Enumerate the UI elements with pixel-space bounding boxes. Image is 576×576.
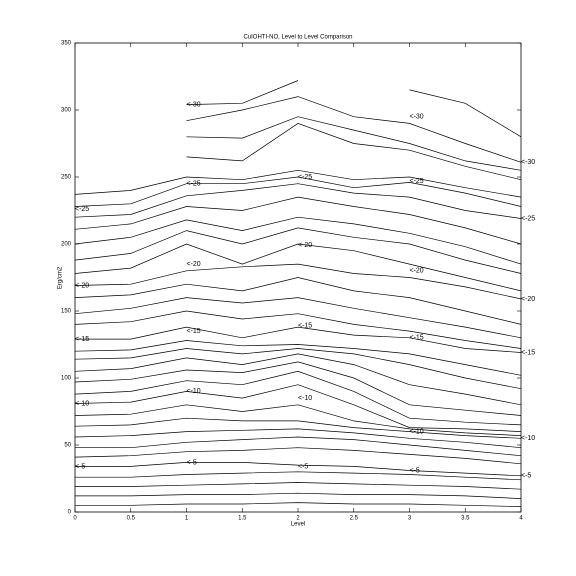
- line: [74, 428, 522, 449]
- line: [74, 216, 522, 265]
- x-tick-label: 4: [519, 516, 523, 522]
- y-tick-label: 350: [61, 41, 72, 47]
- line: [74, 384, 522, 432]
- line: [75, 492, 522, 499]
- annotation: <-5: [298, 463, 308, 470]
- annotation: <-15: [75, 336, 89, 343]
- annotation: <-15: [410, 335, 424, 342]
- annotation: <-10: [187, 388, 201, 395]
- line: [74, 227, 522, 274]
- y-axis-label: Erg/cm2: [58, 266, 64, 289]
- line: [186, 116, 522, 171]
- line: [186, 80, 299, 105]
- annotation: <-25: [75, 206, 89, 213]
- annotation: <-10: [521, 435, 535, 442]
- line: [74, 196, 522, 245]
- line: [75, 462, 522, 477]
- line: [74, 310, 522, 349]
- annotation: <-5: [521, 473, 531, 480]
- annotation: <-10: [410, 428, 424, 435]
- x-tick-label: 2: [296, 516, 300, 522]
- x-axis-label: Level: [291, 522, 305, 528]
- annotation: <-30: [521, 159, 535, 166]
- line: [74, 263, 522, 300]
- line: [74, 447, 522, 465]
- x-tick-label: 3.5: [461, 516, 470, 522]
- annotation: <-5: [187, 459, 197, 466]
- annotation: <-10: [75, 400, 89, 407]
- chart-title: CuIOHTI-NO, Level to Level Comparison: [243, 35, 352, 41]
- line: [74, 361, 522, 416]
- x-tick-label: 0: [73, 516, 77, 522]
- annotation: <-25: [521, 215, 535, 222]
- line: [186, 96, 522, 163]
- annotation: <-25: [410, 178, 424, 185]
- y-tick-label: 250: [61, 175, 72, 181]
- line: [74, 176, 522, 207]
- x-tick-label: 1.5: [238, 516, 247, 522]
- line: [75, 482, 522, 490]
- annotation: <-5: [75, 463, 85, 470]
- y-tick-label: 100: [61, 376, 72, 382]
- annotation: <-5: [410, 467, 420, 474]
- line: [74, 169, 522, 198]
- y-tick-label: 150: [61, 309, 72, 315]
- line: [75, 471, 522, 481]
- line: [74, 353, 522, 406]
- y-tick-label: 300: [61, 108, 72, 114]
- annotation: <-20: [410, 268, 424, 275]
- y-tick-label: 50: [64, 443, 71, 449]
- line: [75, 326, 522, 353]
- annotation: <-25: [298, 174, 312, 181]
- line: [74, 297, 522, 339]
- x-tick-label: 1: [185, 516, 189, 522]
- annotation: <-20: [298, 242, 312, 249]
- annotation: <-30: [187, 101, 201, 108]
- annotation: <-20: [75, 282, 89, 289]
- y-tick-label: 0: [68, 510, 72, 516]
- x-tick-label: 3: [408, 516, 412, 522]
- annotation: <-10: [298, 395, 312, 402]
- line: [75, 436, 522, 457]
- line: [75, 502, 522, 507]
- annotation: <-25: [187, 181, 201, 188]
- x-tick-label: 2.5: [350, 516, 359, 522]
- line: [74, 243, 522, 292]
- annotation: <-20: [187, 261, 201, 268]
- line: [74, 277, 522, 325]
- annotation: <-20: [521, 296, 535, 303]
- line: [74, 417, 522, 439]
- annotation: <-15: [521, 349, 535, 356]
- annotation: <-30: [410, 114, 424, 121]
- annotation: <-15: [187, 328, 201, 335]
- line: [74, 183, 522, 219]
- y-tick-label: 200: [61, 242, 72, 248]
- line: [186, 123, 522, 181]
- x-tick-label: 0.5: [127, 516, 136, 522]
- annotation: <-15: [298, 323, 312, 330]
- line: [74, 340, 522, 376]
- line: [74, 370, 522, 426]
- line: [409, 89, 522, 138]
- line: [74, 404, 522, 436]
- line: [74, 348, 522, 390]
